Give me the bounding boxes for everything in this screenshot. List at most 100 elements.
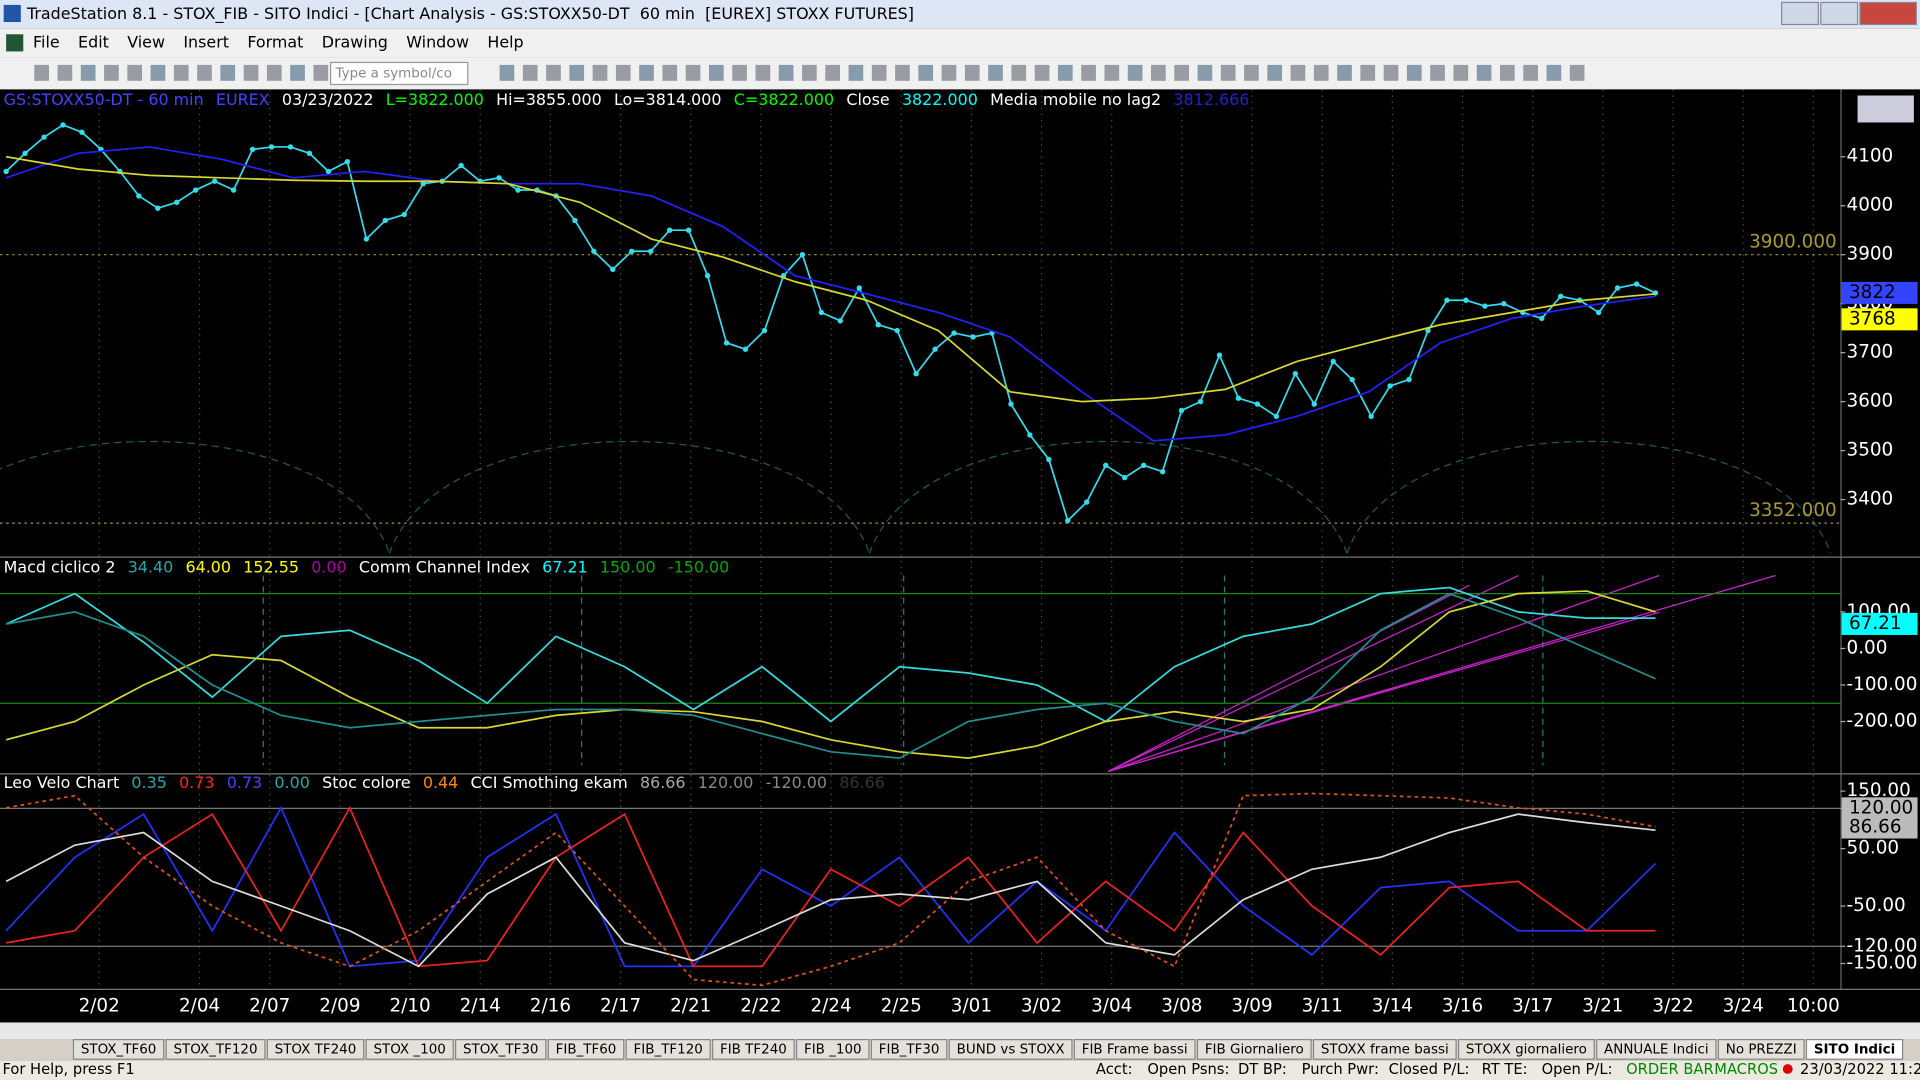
tool-icon[interactable] xyxy=(266,64,282,81)
tool-icon[interactable] xyxy=(546,64,561,81)
sheet-tab-label[interactable]: BUND vs STOXX xyxy=(957,1042,1065,1057)
sheet-tab-label[interactable]: FIB _100 xyxy=(804,1042,862,1057)
tool-icon[interactable] xyxy=(57,64,73,81)
tool-icon[interactable] xyxy=(104,64,119,81)
tool-icon[interactable] xyxy=(964,64,980,81)
tool-icon[interactable] xyxy=(802,64,817,81)
tool-icon[interactable] xyxy=(848,64,864,81)
tool-icon[interactable] xyxy=(592,64,608,81)
menu-item[interactable]: Drawing xyxy=(322,32,388,51)
tool-icon[interactable] xyxy=(1430,64,1445,81)
sheet-tab-label[interactable]: STOX_TF120 xyxy=(173,1042,257,1057)
tool-icon[interactable] xyxy=(569,64,585,81)
tool-icon[interactable] xyxy=(1267,64,1283,81)
tool-icon[interactable] xyxy=(778,64,794,81)
tool-icon[interactable] xyxy=(1081,64,1096,81)
tool-icon[interactable] xyxy=(1174,64,1189,81)
tool-icon[interactable] xyxy=(197,64,212,81)
sheet-tab[interactable] xyxy=(547,1038,625,1060)
tool-icon[interactable] xyxy=(1127,64,1143,81)
sheet-tab[interactable] xyxy=(1596,1038,1717,1060)
tool-icon[interactable] xyxy=(941,64,957,81)
sheet-tab[interactable] xyxy=(72,1038,165,1060)
tool-icon[interactable] xyxy=(1290,64,1306,81)
tool-icon[interactable] xyxy=(1406,64,1422,81)
tool-icon[interactable] xyxy=(755,64,771,81)
tool-icon[interactable] xyxy=(290,64,305,81)
minimize-button[interactable] xyxy=(1781,1,1819,26)
sheet-tab-label[interactable]: FIB_TF30 xyxy=(879,1042,940,1057)
sheet-tab-label[interactable]: FIB_TF120 xyxy=(634,1042,703,1057)
tool-icon[interactable] xyxy=(1197,64,1213,81)
sheet-tab-label[interactable]: SITO Indici xyxy=(1814,1042,1895,1057)
tool-icon[interactable] xyxy=(1500,64,1515,81)
order-bar[interactable]: ORDER BAR xyxy=(1626,1061,1714,1078)
tool-icon[interactable] xyxy=(127,64,143,81)
menu-item[interactable]: File xyxy=(33,32,60,51)
sheet-tab-label[interactable]: STOX_TF30 xyxy=(463,1042,539,1057)
sheet-tab-label[interactable]: FIB Frame bassi xyxy=(1082,1042,1188,1057)
sheet-tab-label[interactable]: FIB_TF60 xyxy=(556,1042,617,1057)
sheet-tab[interactable] xyxy=(625,1038,711,1060)
tool-icon[interactable] xyxy=(918,64,934,81)
sheet-tab[interactable] xyxy=(1312,1038,1457,1060)
sheet-tab[interactable] xyxy=(796,1038,870,1060)
tool-icon[interactable] xyxy=(1244,64,1259,81)
tool-icon[interactable] xyxy=(34,64,49,81)
tool-icon[interactable] xyxy=(220,64,236,81)
sheet-tab[interactable] xyxy=(455,1038,547,1060)
tool-icon[interactable] xyxy=(825,64,840,81)
sheet-tab-label[interactable]: ANNUALE Indici xyxy=(1604,1042,1709,1057)
sheet-tab[interactable] xyxy=(948,1038,1073,1060)
tool-icon[interactable] xyxy=(173,64,189,81)
sheet-tab[interactable] xyxy=(1717,1038,1805,1060)
tool-icon[interactable] xyxy=(150,64,166,81)
tool-icon[interactable] xyxy=(732,64,747,81)
sheet-tab[interactable] xyxy=(1196,1038,1312,1060)
tool-icon[interactable] xyxy=(1313,64,1329,81)
tool-icon[interactable] xyxy=(1523,64,1538,81)
tool-icon[interactable] xyxy=(522,64,538,81)
sheet-tab[interactable] xyxy=(1805,1038,1904,1060)
close-button[interactable] xyxy=(1859,1,1917,26)
tool-icon[interactable] xyxy=(313,64,329,81)
tool-icon[interactable] xyxy=(1383,64,1399,81)
menu-item[interactable]: Edit xyxy=(78,32,109,51)
menu-item[interactable]: Help xyxy=(487,32,523,51)
sheet-tab-label[interactable]: STOX _100 xyxy=(373,1042,445,1057)
sheet-tab[interactable] xyxy=(165,1038,266,1060)
sheet-tab-label[interactable]: FIB Giornaliero xyxy=(1205,1042,1304,1057)
tool-icon[interactable] xyxy=(499,64,515,81)
sheet-tab[interactable] xyxy=(1457,1038,1595,1060)
tool-icon[interactable] xyxy=(639,64,654,81)
symbol-box[interactable] xyxy=(330,61,469,86)
tool-icon[interactable] xyxy=(1011,64,1027,81)
tool-icon[interactable] xyxy=(80,64,96,81)
panel-controls[interactable] xyxy=(1857,95,1914,123)
sheet-tab-label[interactable]: No PREZZI xyxy=(1726,1042,1797,1057)
macros[interactable]: MACROS xyxy=(1714,1061,1778,1078)
sheet-tab[interactable] xyxy=(365,1038,454,1060)
menu-item[interactable]: View xyxy=(127,32,165,51)
sheet-tab-label[interactable]: STOXX giornaliero xyxy=(1466,1042,1587,1057)
sheet-tab[interactable] xyxy=(1073,1038,1196,1060)
tool-icon[interactable] xyxy=(1151,64,1166,81)
sheet-tab-label[interactable]: STOX_TF60 xyxy=(81,1042,157,1057)
sheet-tab-label[interactable]: STOX TF240 xyxy=(275,1042,357,1057)
tool-icon[interactable] xyxy=(1104,64,1120,81)
tool-icon[interactable] xyxy=(1453,64,1469,81)
tool-icon[interactable] xyxy=(1360,64,1376,81)
tool-icon[interactable] xyxy=(895,64,910,81)
tool-icon[interactable] xyxy=(1337,64,1352,81)
tool-icon[interactable] xyxy=(1220,64,1236,81)
menu-item[interactable]: Window xyxy=(406,32,469,51)
menu-item[interactable]: Insert xyxy=(183,32,229,51)
tool-icon[interactable] xyxy=(1569,64,1585,81)
sheet-tab[interactable] xyxy=(712,1038,795,1060)
tool-icon[interactable] xyxy=(662,64,678,81)
menu-item[interactable]: Format xyxy=(247,32,303,51)
tool-icon[interactable] xyxy=(1546,64,1562,81)
sheet-tab-label[interactable]: FIB TF240 xyxy=(720,1042,787,1057)
tool-icon[interactable] xyxy=(615,64,631,81)
tool-icon[interactable] xyxy=(243,64,259,81)
